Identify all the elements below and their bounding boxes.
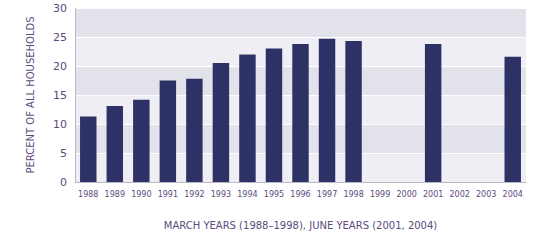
- svg-text:30: 30: [53, 2, 67, 15]
- svg-text:2000: 2000: [396, 190, 416, 199]
- svg-text:5: 5: [60, 147, 67, 160]
- svg-text:1989: 1989: [105, 190, 125, 199]
- svg-text:1990: 1990: [131, 190, 151, 199]
- svg-text:25: 25: [53, 31, 67, 44]
- svg-text:1999: 1999: [370, 190, 390, 199]
- svg-text:1998: 1998: [343, 190, 363, 199]
- svg-text:0: 0: [60, 176, 67, 189]
- svg-text:MARCH YEARS (1988–1998), JUNE: MARCH YEARS (1988–1998), JUNE YEARS (200…: [164, 220, 438, 231]
- svg-text:1997: 1997: [317, 190, 337, 199]
- svg-text:1988: 1988: [78, 190, 98, 199]
- svg-text:10: 10: [53, 118, 67, 131]
- svg-text:1992: 1992: [184, 190, 204, 199]
- svg-text:20: 20: [53, 60, 67, 73]
- svg-text:1993: 1993: [211, 190, 231, 199]
- svg-text:2003: 2003: [476, 190, 496, 199]
- svg-text:2002: 2002: [449, 190, 469, 199]
- svg-text:1991: 1991: [158, 190, 178, 199]
- svg-text:1996: 1996: [290, 190, 310, 199]
- svg-text:2001: 2001: [423, 190, 443, 199]
- svg-text:1994: 1994: [237, 190, 257, 199]
- svg-text:PERCENT OF ALL HOUSEHOLDS: PERCENT OF ALL HOUSEHOLDS: [25, 16, 36, 173]
- svg-text:15: 15: [53, 89, 67, 102]
- svg-text:1995: 1995: [264, 190, 284, 199]
- svg-text:2004: 2004: [503, 190, 523, 199]
